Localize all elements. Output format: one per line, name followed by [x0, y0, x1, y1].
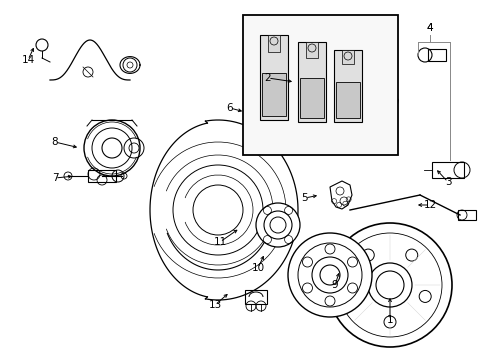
Bar — [457, 210, 475, 220]
Bar — [262, 73, 285, 116]
Bar — [431, 162, 463, 178]
Text: 13: 13 — [208, 300, 221, 310]
Bar — [299, 78, 324, 118]
Text: 11: 11 — [213, 237, 226, 247]
Text: 8: 8 — [52, 137, 58, 147]
Bar — [260, 35, 287, 120]
Bar — [306, 42, 317, 58]
Circle shape — [256, 203, 299, 247]
Bar — [333, 50, 361, 122]
Circle shape — [287, 233, 371, 317]
Bar — [335, 82, 359, 118]
Text: 4: 4 — [426, 23, 432, 33]
Bar — [342, 50, 353, 64]
Text: 7: 7 — [52, 173, 58, 183]
Bar — [244, 290, 266, 304]
Bar — [268, 35, 279, 52]
Bar — [297, 42, 325, 122]
Text: 5: 5 — [301, 193, 307, 203]
Bar — [88, 170, 116, 182]
Text: 10: 10 — [251, 263, 264, 273]
Text: 6: 6 — [226, 103, 233, 113]
Text: 4: 4 — [426, 23, 432, 33]
Text: 3: 3 — [444, 177, 450, 187]
Text: 14: 14 — [21, 55, 35, 65]
Text: 12: 12 — [423, 200, 436, 210]
Text: 1: 1 — [386, 315, 392, 325]
Text: 2: 2 — [264, 73, 271, 83]
Text: 9: 9 — [331, 280, 338, 290]
Bar — [427, 49, 445, 61]
Bar — [243, 15, 397, 155]
